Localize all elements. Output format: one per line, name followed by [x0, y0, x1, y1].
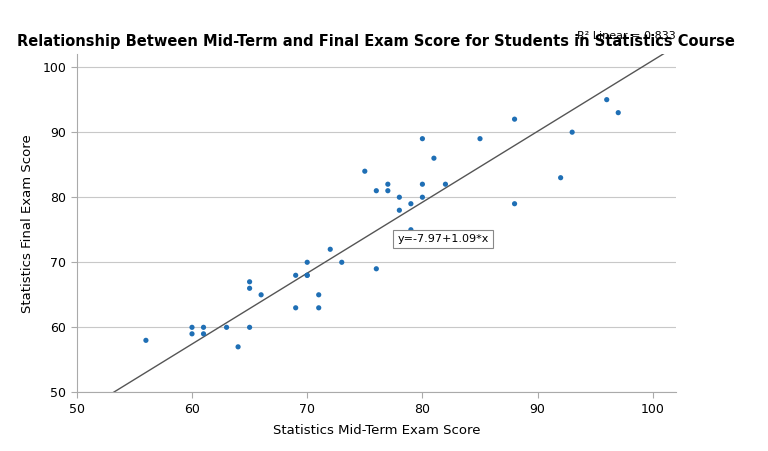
- Point: [405, 233, 417, 240]
- Point: [220, 324, 233, 331]
- Point: [359, 168, 371, 175]
- Point: [370, 265, 382, 272]
- Point: [301, 259, 313, 266]
- Point: [601, 96, 613, 103]
- Point: [393, 207, 406, 214]
- Point: [186, 324, 198, 331]
- Point: [405, 200, 417, 207]
- Text: R² Linear = 0.833: R² Linear = 0.833: [577, 31, 676, 41]
- Point: [554, 174, 567, 181]
- Point: [243, 285, 256, 292]
- Point: [382, 180, 394, 188]
- Point: [508, 115, 521, 123]
- X-axis label: Statistics Mid-Term Exam Score: Statistics Mid-Term Exam Score: [273, 424, 480, 437]
- Point: [197, 324, 210, 331]
- Point: [439, 180, 452, 188]
- Point: [255, 291, 267, 299]
- Point: [382, 187, 394, 194]
- Point: [474, 135, 486, 143]
- Point: [324, 246, 336, 253]
- Title: Relationship Between Mid-Term and Final Exam Score for Students in Statistics Co: Relationship Between Mid-Term and Final …: [18, 34, 735, 49]
- Point: [566, 129, 578, 136]
- Point: [140, 337, 152, 344]
- Point: [301, 272, 313, 279]
- Point: [336, 259, 348, 266]
- Point: [290, 304, 302, 311]
- Point: [243, 278, 256, 285]
- Point: [393, 193, 406, 201]
- Point: [243, 324, 256, 331]
- Point: [313, 291, 325, 299]
- Point: [370, 187, 382, 194]
- Point: [416, 180, 429, 188]
- Point: [405, 226, 417, 233]
- Point: [612, 109, 624, 116]
- Y-axis label: Statistics Final Exam Score: Statistics Final Exam Score: [22, 134, 34, 313]
- Point: [416, 193, 429, 201]
- Point: [416, 135, 429, 143]
- Point: [508, 200, 521, 207]
- Point: [197, 330, 210, 337]
- Point: [232, 343, 244, 350]
- Text: y=-7.97+1.09*x: y=-7.97+1.09*x: [397, 234, 488, 244]
- Point: [290, 272, 302, 279]
- Point: [301, 272, 313, 279]
- Point: [186, 330, 198, 337]
- Point: [428, 155, 440, 162]
- Point: [313, 304, 325, 311]
